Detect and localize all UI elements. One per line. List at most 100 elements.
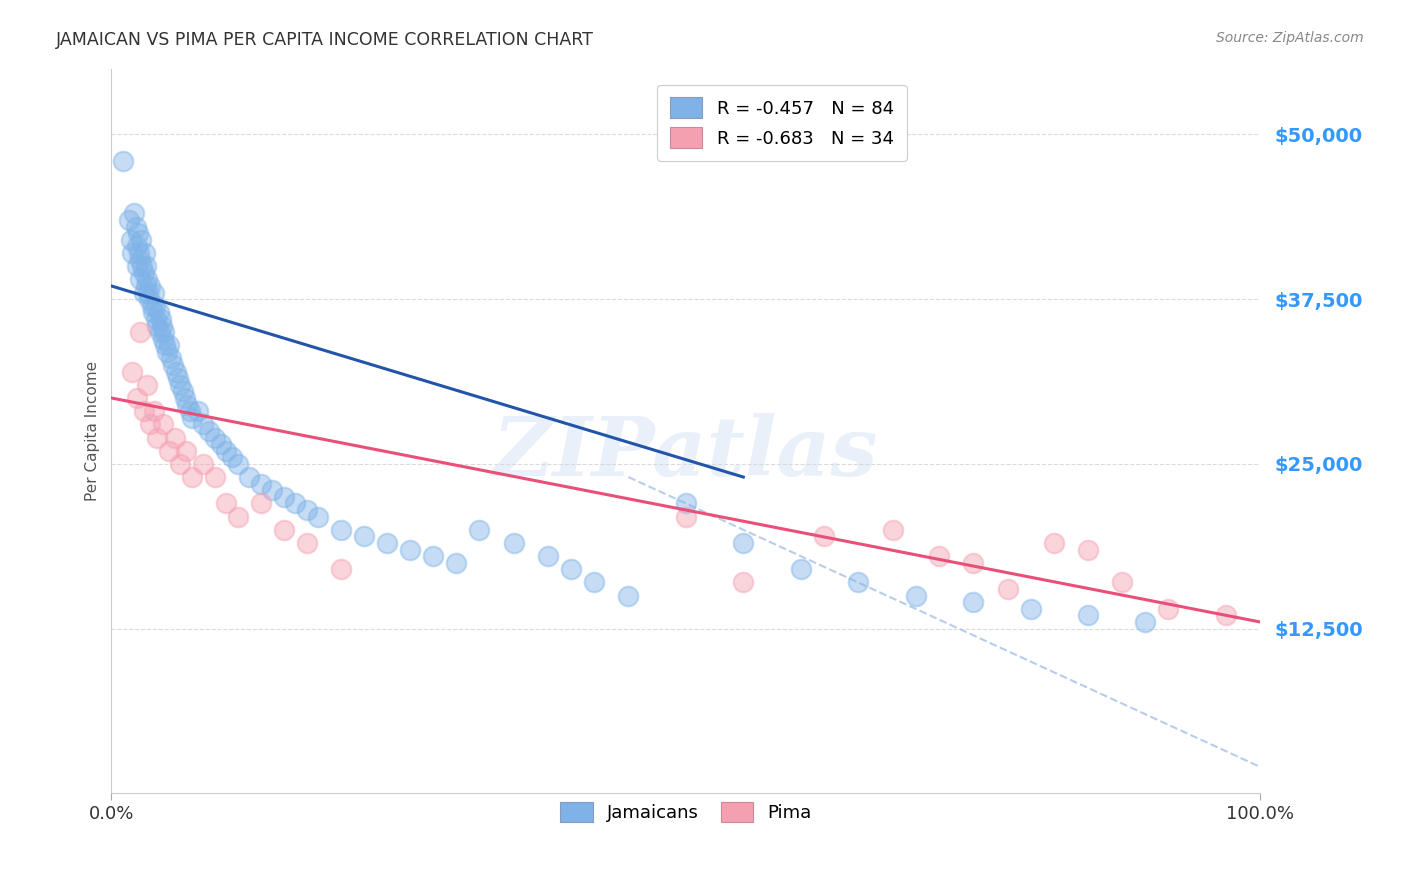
Point [733,575,755,590]
Point [1019,602,1042,616]
Point [155,344,177,359]
Point [129,233,152,247]
Point [273,523,295,537]
Point [121,365,143,379]
Point [675,496,697,510]
Point [193,457,215,471]
Point [295,536,318,550]
Point [142,285,165,300]
Point [238,470,260,484]
Point [138,292,160,306]
Point [135,279,157,293]
Point [157,443,180,458]
Text: Source: ZipAtlas.com: Source: ZipAtlas.com [1216,31,1364,45]
Point [193,417,215,432]
Point [1215,608,1237,623]
Point [125,391,148,405]
Point [675,509,697,524]
Point [209,437,232,451]
Point [560,562,582,576]
Point [813,529,835,543]
Point [204,430,226,444]
Point [127,226,149,240]
Point [146,318,169,333]
Point [215,443,238,458]
Point [141,299,163,313]
Point [148,305,170,319]
Point [273,490,295,504]
Point [1135,615,1157,629]
Point [117,213,139,227]
Point [1077,608,1099,623]
Point [468,523,491,537]
Point [167,371,190,385]
Point [846,575,869,590]
Point [136,272,159,286]
Point [904,589,927,603]
Point [131,259,153,273]
Point [143,299,166,313]
Point [120,233,142,247]
Point [187,404,209,418]
Point [128,246,150,260]
Point [1111,575,1133,590]
Point [330,562,353,576]
Point [262,483,284,498]
Point [129,272,152,286]
Point [174,443,197,458]
Point [180,470,202,484]
Point [179,404,201,418]
Point [134,246,156,260]
Point [169,457,191,471]
Point [125,259,148,273]
Point [142,305,165,319]
Point [180,410,202,425]
Point [422,549,444,563]
Point [226,457,249,471]
Point [399,542,422,557]
Point [124,206,146,220]
Point [790,562,813,576]
Point [537,549,560,563]
Point [169,377,191,392]
Point [160,351,183,366]
Point [145,312,167,326]
Legend: Jamaicans, Pima: Jamaicans, Pima [547,789,824,835]
Point [882,523,904,537]
Point [221,450,243,465]
Point [204,470,226,484]
Point [136,377,159,392]
Point [249,476,271,491]
Text: JAMAICAN VS PIMA PER CAPITA INCOME CORRELATION CHART: JAMAICAN VS PIMA PER CAPITA INCOME CORRE… [56,31,595,49]
Point [150,318,173,333]
Point [295,503,318,517]
Point [124,219,146,234]
Point [146,430,169,444]
Point [172,384,194,399]
Point [174,391,197,405]
Point [733,536,755,550]
Point [157,338,180,352]
Point [198,424,221,438]
Text: ZIPatlas: ZIPatlas [494,413,879,492]
Point [997,582,1019,596]
Point [617,589,640,603]
Point [139,279,162,293]
Point [1077,542,1099,557]
Point [284,496,307,510]
Point [330,523,353,537]
Point [249,496,271,510]
Point [353,529,375,543]
Point [226,509,249,524]
Point [152,417,174,432]
Point [162,358,184,372]
Point [142,404,165,418]
Point [176,398,198,412]
Point [582,575,605,590]
Point [375,536,398,550]
Point [163,430,186,444]
Point [132,404,155,418]
Point [962,595,984,609]
Point [132,285,155,300]
Point [962,556,984,570]
